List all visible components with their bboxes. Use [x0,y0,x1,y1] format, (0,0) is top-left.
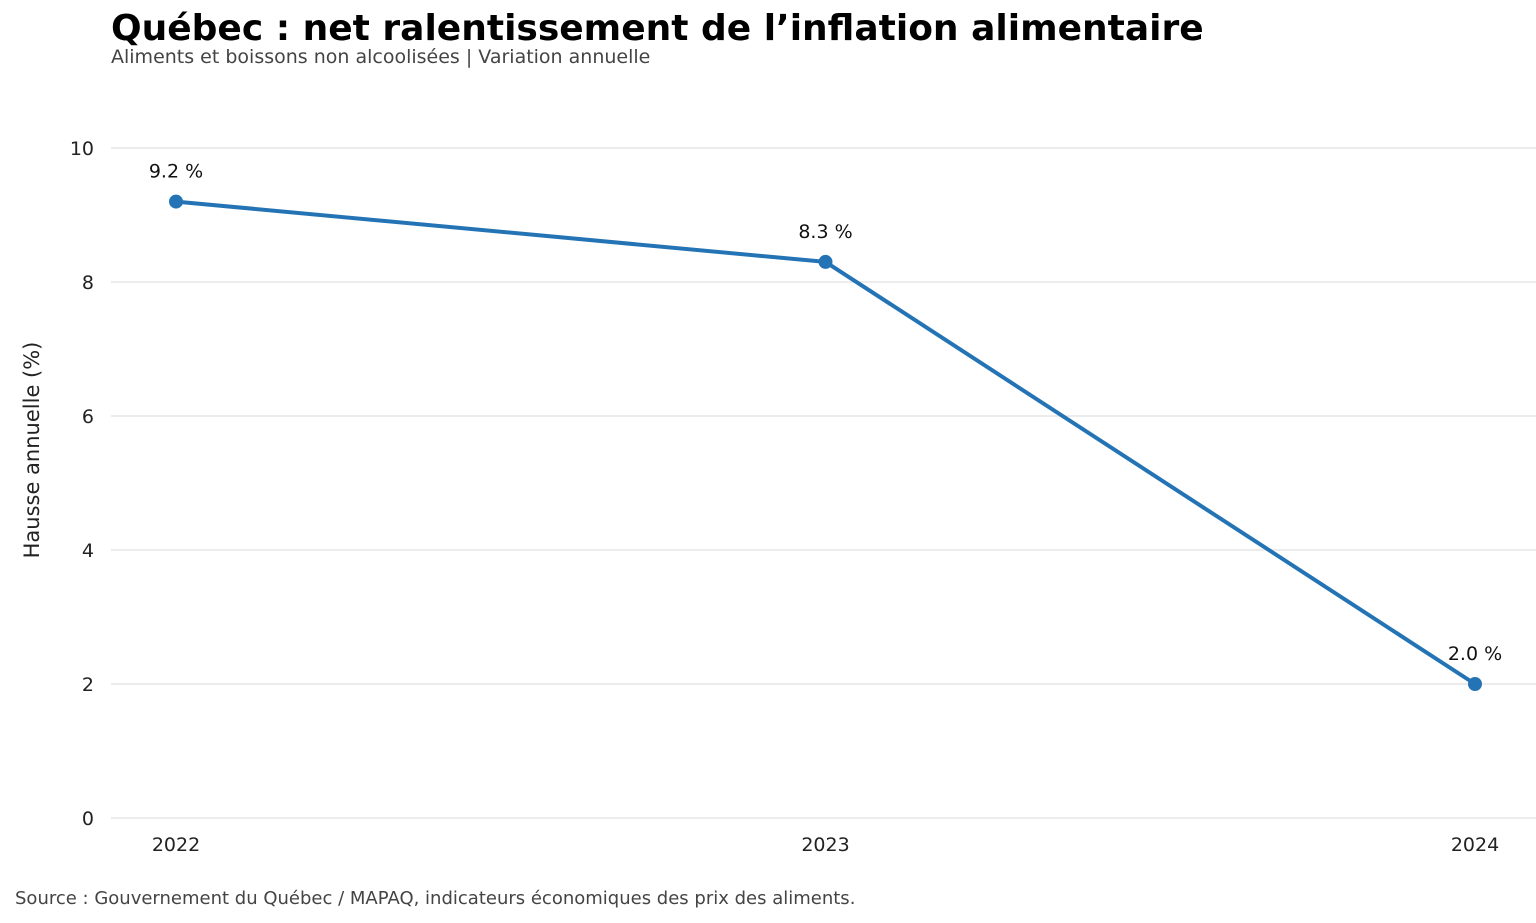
y-tick-label: 8 [82,272,94,294]
y-axis-label: Hausse annuelle (%) [20,342,44,559]
gridlines [111,147,1536,819]
y-tick-label: 6 [82,406,94,428]
x-axis-ticks: 2022 2023 2024 [152,834,1499,856]
data-label: 2.0 % [1448,643,1502,665]
y-tick-label: 10 [70,138,94,160]
data-labels: 9.2 % 8.3 % 2.0 % [149,161,1502,665]
y-axis-ticks: 0 2 4 6 8 10 [70,138,94,830]
series-line [174,199,1477,686]
series-layer [169,194,1482,691]
y-tick-label: 2 [82,674,94,696]
chart-title: Québec : net ralentissement de l’inflati… [111,8,1204,49]
source-note: Source : Gouvernement du Québec / MAPAQ,… [15,888,856,909]
data-point [169,194,183,209]
x-tick-label: 2022 [152,834,200,856]
x-tick-label: 2024 [1451,834,1499,856]
data-label: 9.2 % [149,161,203,183]
chart-subtitle: Aliments et boissons non alcoolisées | V… [111,46,651,68]
data-label: 8.3 % [798,221,852,243]
y-tick-label: 0 [82,808,94,830]
data-point [818,254,833,269]
y-tick-label: 4 [82,540,94,562]
x-tick-label: 2023 [801,834,849,856]
data-point [1468,677,1482,691]
